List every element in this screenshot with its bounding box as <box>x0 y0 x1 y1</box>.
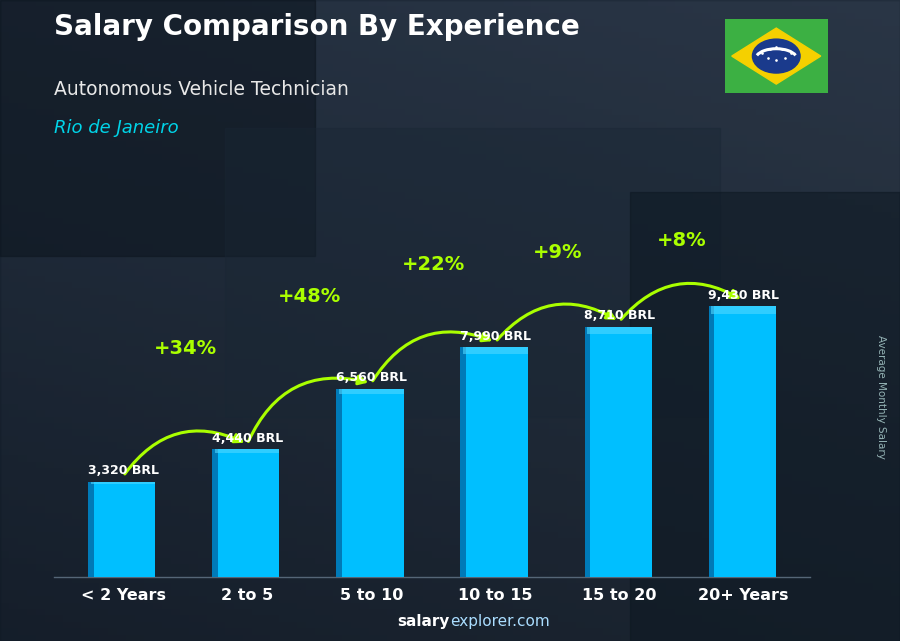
Text: +22%: +22% <box>401 255 465 274</box>
Bar <box>711 306 776 577</box>
Text: salary: salary <box>398 615 450 629</box>
Bar <box>711 306 776 314</box>
Bar <box>587 327 652 334</box>
Text: Autonomous Vehicle Technician: Autonomous Vehicle Technician <box>54 80 349 99</box>
Bar <box>225 128 720 417</box>
Text: 8,710 BRL: 8,710 BRL <box>584 310 655 322</box>
Text: Rio de Janeiro: Rio de Janeiro <box>54 119 178 137</box>
Bar <box>464 347 527 577</box>
Bar <box>464 347 527 354</box>
Bar <box>708 306 714 577</box>
Text: 3,320 BRL: 3,320 BRL <box>87 464 158 478</box>
Bar <box>339 388 403 394</box>
Bar <box>91 481 156 485</box>
Text: +9%: +9% <box>533 243 582 262</box>
Bar <box>584 327 590 577</box>
Text: explorer.com: explorer.com <box>450 615 550 629</box>
Bar <box>212 449 218 577</box>
Bar <box>630 192 900 641</box>
Text: 9,430 BRL: 9,430 BRL <box>708 289 778 302</box>
Text: Salary Comparison By Experience: Salary Comparison By Experience <box>54 13 580 41</box>
Bar <box>91 481 156 577</box>
Text: Average Monthly Salary: Average Monthly Salary <box>877 335 886 460</box>
Circle shape <box>752 39 800 73</box>
Bar <box>337 388 342 577</box>
Bar <box>215 449 280 577</box>
Text: +8%: +8% <box>657 231 706 251</box>
Bar <box>0 0 315 256</box>
Bar <box>587 327 652 577</box>
Text: 7,990 BRL: 7,990 BRL <box>460 330 531 343</box>
Bar <box>215 449 280 453</box>
Text: 4,440 BRL: 4,440 BRL <box>212 432 283 445</box>
Text: +34%: +34% <box>154 339 217 358</box>
Polygon shape <box>732 28 821 84</box>
Bar <box>88 481 94 577</box>
Text: 6,560 BRL: 6,560 BRL <box>336 371 407 384</box>
Bar <box>339 388 403 577</box>
Text: +48%: +48% <box>277 287 341 306</box>
Bar <box>461 347 465 577</box>
